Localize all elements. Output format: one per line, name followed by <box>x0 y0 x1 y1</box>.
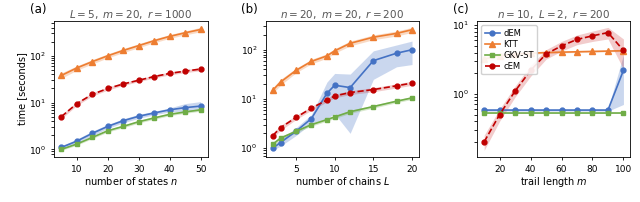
Text: (a): (a) <box>30 3 46 16</box>
X-axis label: number of states $n$: number of states $n$ <box>84 175 178 187</box>
Title: $n = 10,\ L = 2,\ r = 200$: $n = 10,\ L = 2,\ r = 200$ <box>497 8 611 21</box>
X-axis label: number of chains $L$: number of chains $L$ <box>295 175 390 187</box>
X-axis label: trail length $m$: trail length $m$ <box>520 175 588 189</box>
Text: (b): (b) <box>241 3 258 16</box>
Text: (c): (c) <box>452 3 468 16</box>
Title: $L = 5,\ m = 20,\ r = 1000$: $L = 5,\ m = 20,\ r = 1000$ <box>69 8 193 21</box>
Title: $n = 20,\ m = 20,\ r = 200$: $n = 20,\ m = 20,\ r = 200$ <box>280 8 404 21</box>
Y-axis label: time [seconds]: time [seconds] <box>17 53 28 125</box>
Legend: dEM, KTT, GKV-ST, cEM: dEM, KTT, GKV-ST, cEM <box>481 25 537 74</box>
